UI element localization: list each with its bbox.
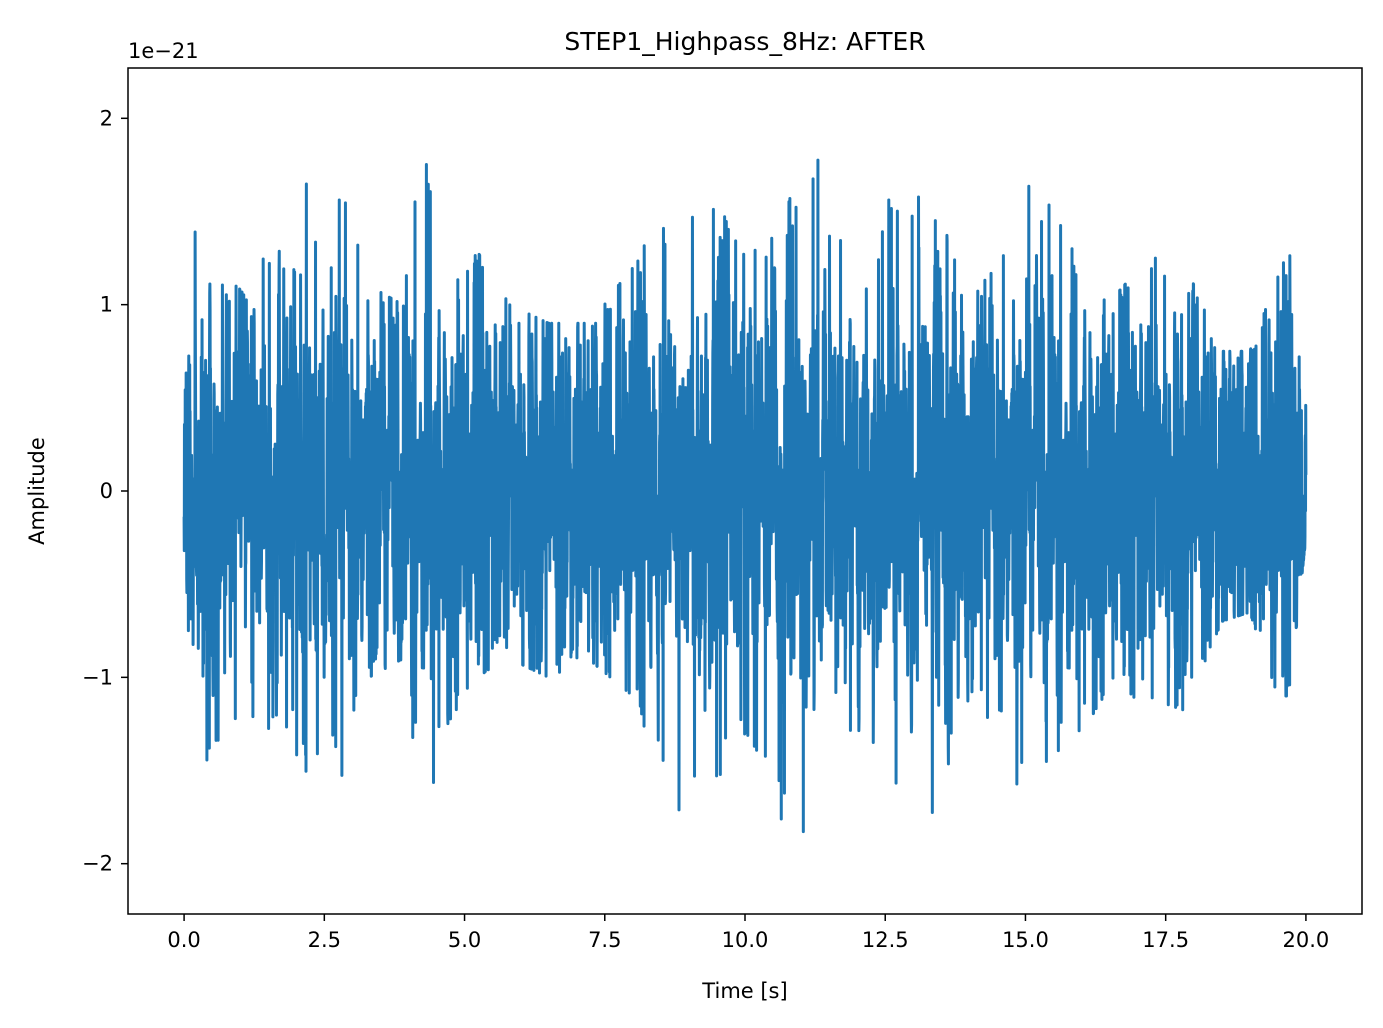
y-tick-label: −2 — [82, 852, 113, 876]
x-tick-label: 15.0 — [1002, 928, 1049, 952]
x-tick-label: 7.5 — [588, 928, 621, 952]
x-axis-label: Time [s] — [701, 979, 787, 1003]
y-axis: −2 −1 0 1 2 — [82, 106, 128, 876]
series-line — [182, 158, 1308, 834]
y-axis-offset-label: 1e−21 — [128, 39, 199, 63]
y-tick-label: 0 — [100, 479, 113, 503]
y-tick-label: 2 — [100, 106, 113, 130]
x-tick-label: 12.5 — [862, 928, 909, 952]
x-tick-label: 20.0 — [1283, 928, 1330, 952]
x-tick-label: 5.0 — [448, 928, 481, 952]
y-tick-label: −1 — [82, 665, 113, 689]
chart-title: STEP1_Highpass_8Hz: AFTER — [564, 27, 925, 56]
y-tick-label: 1 — [100, 293, 113, 317]
x-tick-label: 0.0 — [167, 928, 200, 952]
x-tick-label: 10.0 — [722, 928, 769, 952]
x-tick-label: 2.5 — [308, 928, 341, 952]
x-axis: 0.0 2.5 5.0 7.5 10.0 12.5 15.0 17.5 20.0 — [167, 914, 1329, 952]
y-axis-label: Amplitude — [25, 437, 49, 545]
x-tick-label: 17.5 — [1142, 928, 1189, 952]
